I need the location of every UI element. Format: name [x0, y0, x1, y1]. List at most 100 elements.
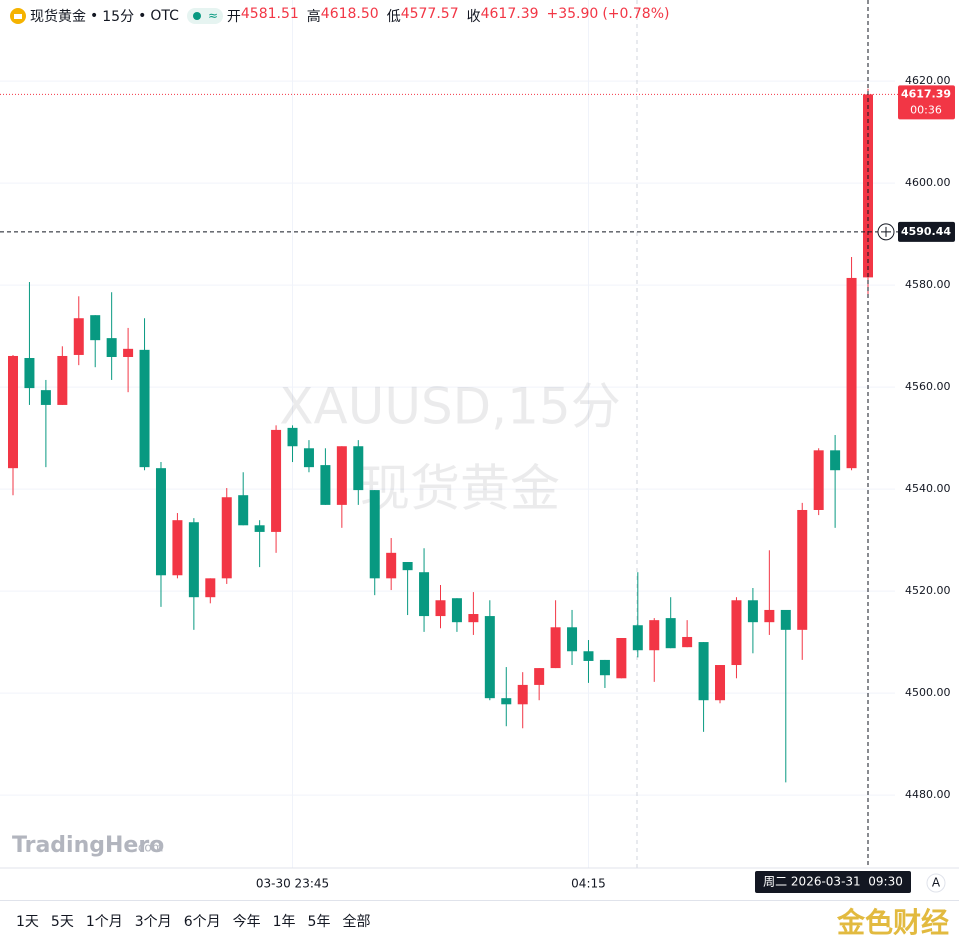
- stat-value: 4577.57: [400, 6, 459, 22]
- candle-body: [155, 468, 166, 576]
- stat-value: 4618.50: [320, 6, 379, 22]
- candle-body: [501, 698, 512, 705]
- candle-body: [665, 618, 676, 649]
- candle-body: [517, 684, 528, 705]
- candle-body: [369, 490, 380, 579]
- candle-body: [73, 318, 84, 355]
- stat-value: 4617.39: [480, 6, 539, 22]
- crosshair-time-label: 周二 2026-03-31 09:30: [763, 875, 903, 889]
- last-price-label: 4617.39: [901, 87, 951, 100]
- y-tick-label: 4480.00: [905, 788, 951, 801]
- chart: 4480.00 4500.00 4520.00 4540.00 4560.00 4580.…: [0, 0, 959, 893]
- candle-body: [90, 315, 101, 341]
- candle-body: [320, 465, 331, 505]
- range-button[interactable]: 1个月: [85, 913, 123, 930]
- stat-name: 开: [226, 9, 241, 25]
- change: +35.90: [546, 6, 599, 22]
- candle-body: [616, 637, 627, 679]
- candle-body: [221, 497, 232, 579]
- range-button[interactable]: 3个月: [134, 913, 172, 930]
- y-tick-label: 4620.00: [905, 74, 951, 87]
- y-tick-label: 4500.00: [905, 686, 951, 699]
- last-price-box: [898, 85, 955, 120]
- exchange: OTC: [150, 8, 179, 24]
- candle-body: [8, 355, 18, 469]
- candle-body: [353, 446, 364, 491]
- y-tick-label: 4540.00: [905, 482, 951, 495]
- dot: •: [90, 8, 99, 24]
- range-button[interactable]: 5年: [307, 913, 331, 930]
- candle-body: [139, 349, 150, 468]
- candle-body: [123, 348, 134, 357]
- crosshair-time-box: [755, 871, 911, 893]
- x-tick-label: 03-30 23:45: [256, 877, 329, 891]
- candle-body: [764, 609, 775, 623]
- range-button[interactable]: 1天: [16, 913, 39, 930]
- auto-label: A: [932, 876, 941, 890]
- candle-body: [336, 446, 347, 505]
- range-button[interactable]: 全部: [342, 913, 371, 930]
- candle-body: [649, 620, 660, 651]
- candle-body: [188, 522, 199, 598]
- candle-body: [386, 552, 397, 579]
- dot: •: [138, 8, 147, 24]
- y-tick-label: 4520.00: [905, 584, 951, 597]
- candle-body: [747, 600, 758, 623]
- toolbar: 1天 5天 1个月 3个月 6个月 今年 1年 5年 全部 金色财经: [0, 900, 959, 940]
- candle-body: [419, 572, 430, 617]
- y-tick-label: 4580.00: [905, 278, 951, 291]
- candle-body: [172, 520, 183, 576]
- y-tick-label: 4560.00: [905, 380, 951, 393]
- candle-body: [550, 627, 561, 669]
- candle-body: [682, 636, 693, 648]
- candle-body: [813, 450, 824, 510]
- stats: 开 4581.51 高 4618.50 低 4577.57 收 4617.39 +35.90 (+…: [227, 6, 674, 26]
- auto-button[interactable]: [926, 873, 946, 893]
- candle-body: [24, 358, 35, 389]
- logo: TradingHero: [12, 833, 164, 858]
- status-pill[interactable]: ≈: [183, 6, 227, 26]
- candle-body: [797, 509, 808, 630]
- source-watermark: 金色财经: [836, 905, 949, 939]
- watermark: 现货黄金: [360, 460, 560, 518]
- header: 现货黄金 • 15分 • OTC ≈ 开 4581.51 高 4618.50 低 4577.5…: [0, 0, 677, 32]
- candle-body: [40, 390, 51, 405]
- symbol-icon: [10, 8, 26, 24]
- watermark: XAUUSD,15分: [279, 378, 620, 436]
- candle-body: [205, 578, 216, 598]
- range-button[interactable]: 今年: [232, 913, 261, 930]
- change-pct: (+0.78%): [602, 6, 670, 22]
- candle-body: [435, 600, 446, 617]
- candle-body: [287, 427, 298, 447]
- candle-body: [484, 616, 495, 699]
- crosshair-price-label: 4590.44: [901, 225, 951, 238]
- crosshair-price-box: [898, 221, 955, 242]
- candle-body: [715, 665, 726, 701]
- logo-suffix: .com: [134, 841, 163, 855]
- candle-body: [57, 355, 68, 405]
- range-button[interactable]: 5天: [50, 913, 74, 930]
- stat-name: 收: [466, 9, 481, 25]
- y-tick-label: 4600.00: [905, 176, 951, 189]
- candle-body: [698, 642, 709, 701]
- symbol: 现货黄金: [30, 9, 86, 25]
- candle-body: [271, 429, 282, 532]
- candle-body: [731, 600, 742, 666]
- crosshair-plus-icon: [881, 226, 891, 237]
- candle-body: [599, 659, 610, 676]
- candle-body: [468, 614, 479, 623]
- candle-body: [254, 525, 265, 532]
- candle-body: [238, 495, 249, 526]
- candle-body: [567, 627, 578, 652]
- range-button[interactable]: 6个月: [183, 913, 221, 930]
- range-button[interactable]: 1年: [272, 913, 296, 930]
- candle-body: [632, 625, 643, 651]
- x-tick-label: 04:15: [571, 877, 606, 891]
- stat-value: 4581.51: [240, 6, 299, 22]
- candle-body: [402, 562, 413, 571]
- candle-body: [303, 448, 314, 468]
- candle-body: [106, 338, 117, 357]
- interval: 15分: [102, 9, 135, 25]
- candle-body: [534, 668, 545, 685]
